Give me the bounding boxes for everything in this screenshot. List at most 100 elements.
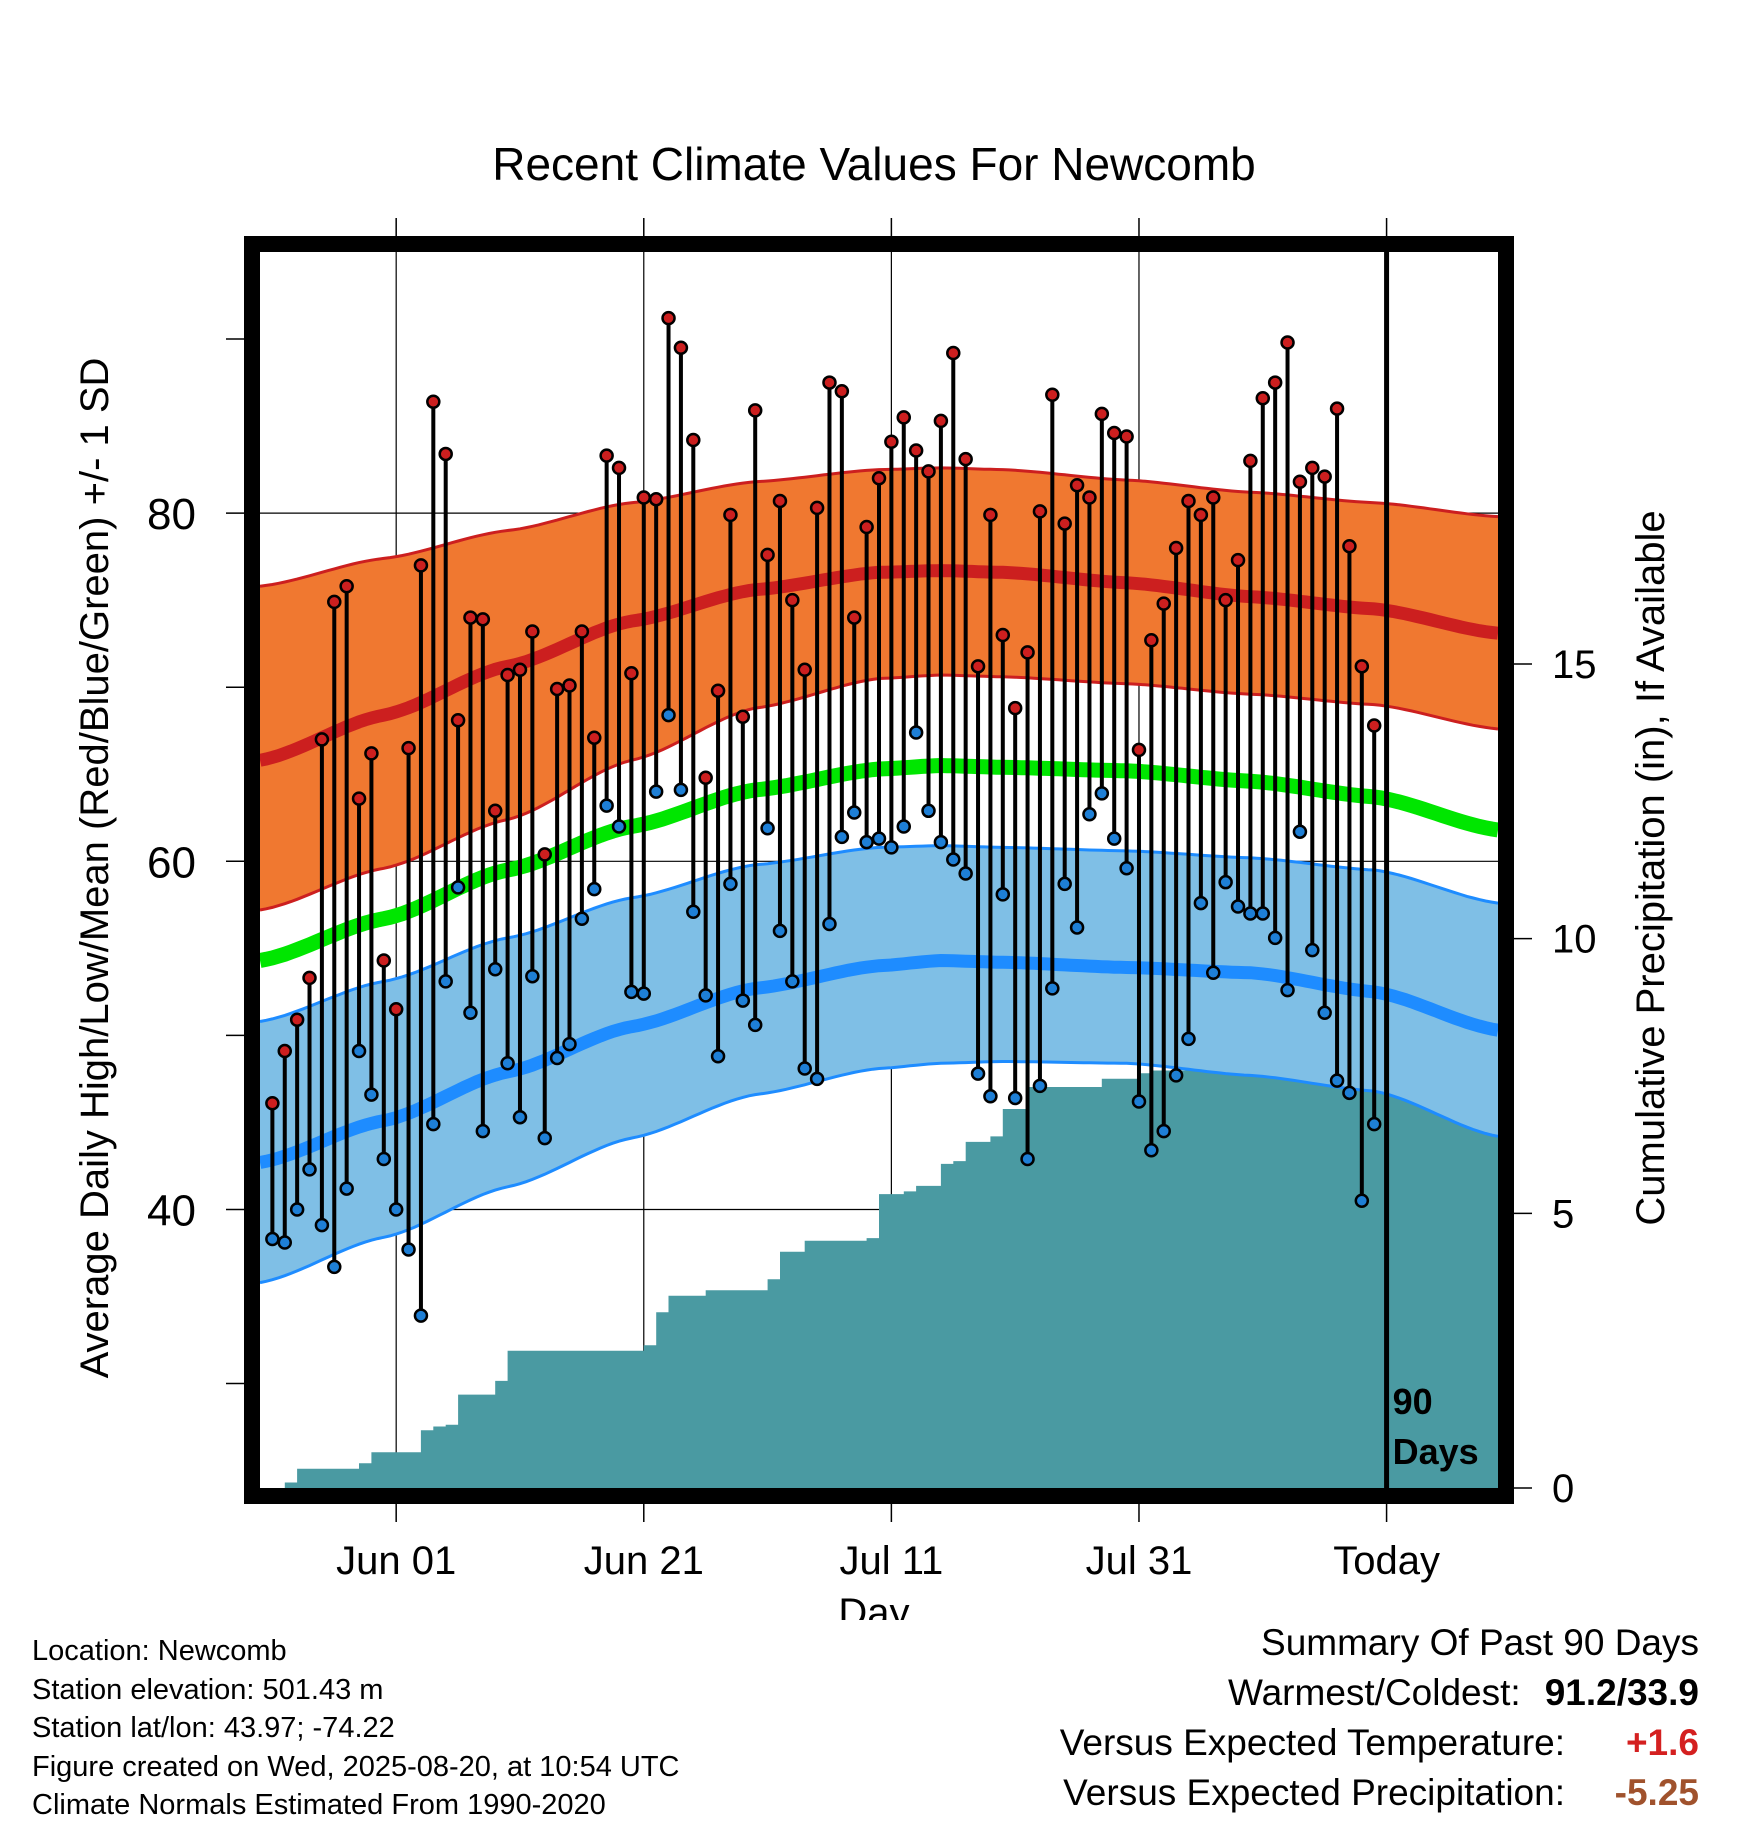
- station-latlon: Station lat/lon: 43.97; -74.22: [32, 1712, 395, 1744]
- daily-high-point: [1168, 540, 1184, 556]
- daily-low-point: [413, 1308, 429, 1323]
- daily-low-point: [475, 1123, 491, 1139]
- precip-area-group: [272, 1051, 1498, 1488]
- daily-high-point: [1243, 453, 1258, 469]
- daily-low-point: [537, 1130, 552, 1146]
- x-tick-label: Jun 01: [336, 1539, 456, 1583]
- daily-low-point: [1329, 1073, 1345, 1088]
- x-tick-label: Jul 11: [839, 1539, 943, 1583]
- daily-high-point: [1094, 406, 1110, 422]
- daily-low-point: [1144, 1143, 1159, 1158]
- daily-low-point: [1218, 874, 1233, 890]
- daily-low-point: [500, 1055, 515, 1071]
- daily-high-point: [265, 1096, 280, 1111]
- daily-low-point: [401, 1242, 416, 1257]
- daily-low-point: [760, 820, 775, 836]
- daily-high-point: [388, 1002, 404, 1017]
- daily-high-point: [995, 627, 1011, 643]
- daily-low-point: [1193, 895, 1209, 911]
- daily-low-point: [611, 819, 627, 834]
- y-left-axis-title: Average Daily High/Low/Mean (Red/Blue/Gr…: [73, 358, 117, 1379]
- daily-low-point: [1020, 1151, 1035, 1167]
- daily-high-point: [673, 340, 689, 355]
- daily-low-point: [351, 1043, 367, 1059]
- daily-points: [265, 310, 1382, 1323]
- y-right-tick-label: 15: [1552, 643, 1597, 687]
- daily-low-point: [871, 831, 887, 846]
- daily-high-point: [785, 592, 800, 608]
- daily-high-point: [661, 310, 676, 326]
- daily-high-point: [723, 507, 738, 523]
- daily-low-point: [1131, 1094, 1147, 1109]
- daily-low-point: [673, 782, 689, 798]
- daily-low-point: [834, 829, 850, 845]
- daily-low-point: [995, 887, 1011, 902]
- daily-high-point: [686, 432, 701, 448]
- daily-high-point: [426, 394, 441, 409]
- daily-high-point: [1020, 645, 1035, 660]
- x-axis-title: Day: [838, 1591, 909, 1620]
- daily-range-stems: [270, 318, 1377, 1316]
- daily-low-point: [512, 1109, 528, 1125]
- warmest-coldest-row: Warmest/Coldest: 91.2/33.9: [1060, 1672, 1699, 1722]
- station-info: Location: Newcomb Station elevation: 501…: [32, 1632, 680, 1825]
- daily-high-point: [463, 610, 478, 625]
- daily-low-point: [1292, 824, 1308, 839]
- days-annotation-number: 90: [1393, 1381, 1433, 1422]
- daily-low-point: [797, 1061, 812, 1076]
- daily-high-point: [1329, 401, 1345, 416]
- daily-low-point: [859, 834, 874, 850]
- daily-high-point: [487, 803, 503, 819]
- precip-departure-label: Versus Expected Precipitation:: [1063, 1772, 1565, 1813]
- daily-high-point: [1292, 474, 1308, 490]
- daily-low-point: [1032, 1078, 1048, 1094]
- chart-title: Recent Climate Values For Newcomb: [492, 138, 1256, 190]
- daily-high-point: [933, 413, 949, 429]
- normal-low-band-edge-upper: [259, 844, 1499, 1023]
- daily-low-point: [487, 961, 503, 977]
- daily-low-point: [624, 984, 639, 1000]
- axis-ticks: Jun 01 Jun 21 Jul 11 Jul 31 Today 40 60 80 0 5 10 1…: [147, 218, 1597, 1583]
- daily-low-point: [747, 1017, 763, 1033]
- daily-low-point: [698, 988, 713, 1003]
- daily-high-point: [1267, 375, 1283, 390]
- daily-high-point: [822, 375, 837, 390]
- daily-high-point: [599, 448, 614, 463]
- daily-high-point: [846, 610, 862, 625]
- daily-high-point: [525, 624, 540, 639]
- daily-low-point: [710, 1049, 726, 1064]
- daily-high-point: [834, 384, 850, 399]
- daily-high-point: [1305, 460, 1320, 476]
- daily-high-point: [1255, 390, 1271, 406]
- daily-high-point: [1218, 592, 1233, 608]
- daily-high-point: [1280, 335, 1295, 350]
- cumulative-precip-area: [272, 1051, 1498, 1488]
- daily-low-point: [636, 986, 652, 1001]
- days-annotation-word: Days: [1393, 1431, 1479, 1472]
- daily-high-point: [1342, 538, 1357, 554]
- y-left-tick-label: 40: [147, 1186, 196, 1235]
- daily-high-point: [735, 709, 751, 725]
- daily-high-point: [376, 953, 392, 968]
- daily-low-point: [772, 923, 788, 939]
- daily-low-point: [846, 805, 862, 820]
- climate-normals-note: Climate Normals Estimated From 1990-2020: [32, 1789, 606, 1821]
- daily-low-point: [970, 1066, 986, 1081]
- daily-low-point: [1243, 906, 1258, 921]
- daily-low-point: [438, 974, 453, 989]
- daily-high-point: [983, 507, 998, 523]
- daily-high-point: [636, 490, 652, 505]
- daily-low-point: [463, 1005, 478, 1020]
- daily-low-point: [809, 1071, 825, 1087]
- daily-low-point: [1206, 965, 1221, 980]
- plot-area: 90 Days: [258, 252, 1500, 1488]
- precip-departure-value: -5.25: [1614, 1772, 1699, 1813]
- temp-departure-label: Versus Expected Temperature:: [1059, 1722, 1565, 1763]
- daily-low-point: [574, 911, 590, 926]
- daily-high-point: [921, 464, 936, 479]
- daily-low-point: [1267, 930, 1283, 946]
- station-location: Location: Newcomb: [32, 1635, 287, 1667]
- daily-high-point: [1317, 469, 1332, 484]
- daily-low-point: [983, 1089, 998, 1104]
- daily-low-point: [1366, 1116, 1382, 1132]
